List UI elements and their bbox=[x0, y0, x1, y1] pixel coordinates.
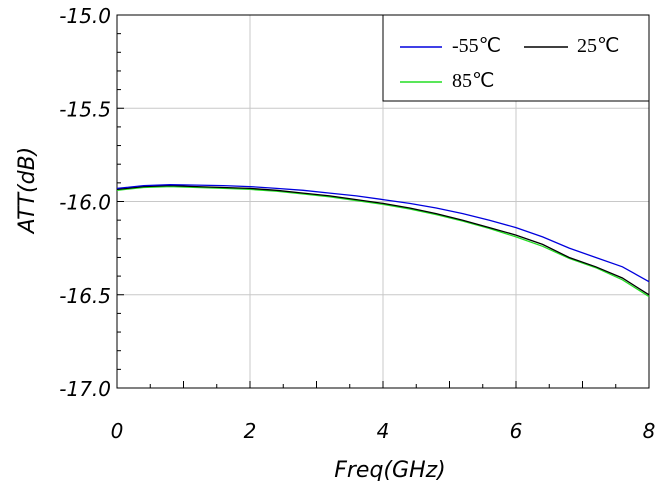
x-tick-label: 8 bbox=[643, 419, 656, 443]
minor-ticks bbox=[117, 33, 617, 388]
x-tick-label: 6 bbox=[510, 419, 523, 443]
series-line-85 bbox=[116, 185, 650, 298]
y-tick-label: -15.0 bbox=[59, 4, 111, 28]
series-line-55 bbox=[116, 184, 650, 283]
y-tick-label: -17.0 bbox=[59, 377, 111, 401]
y-tick-label: -16.0 bbox=[59, 191, 111, 215]
legend: -55℃ 25℃ 85℃ bbox=[382, 14, 650, 102]
y-axis-title: ATT(dB) bbox=[15, 147, 40, 236]
y-tick-label: -16.5 bbox=[59, 284, 111, 308]
legend-label: 25℃ bbox=[577, 35, 619, 57]
legend-label: -55℃ bbox=[452, 35, 501, 57]
legend-label: 85℃ bbox=[452, 70, 494, 92]
x-tick-label: 4 bbox=[377, 419, 390, 443]
series-line-25 bbox=[116, 184, 650, 296]
y-tick-labels: -15.0 -15.5 -16.0 -16.5 -17.0 bbox=[59, 4, 111, 401]
x-tick-label: 0 bbox=[111, 419, 124, 443]
y-tick-label: -15.5 bbox=[59, 97, 111, 121]
x-axis-title: Freq(GHz) bbox=[334, 458, 446, 481]
x-tick-label: 2 bbox=[244, 419, 257, 443]
x-tick-labels: 0 2 4 6 8 bbox=[111, 419, 656, 443]
series-lines bbox=[116, 184, 650, 298]
legend-box bbox=[382, 14, 650, 102]
